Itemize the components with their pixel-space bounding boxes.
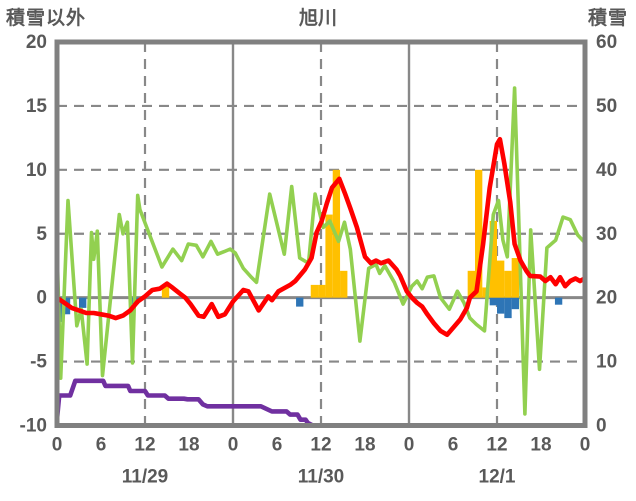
hour-tick-label: 6 bbox=[272, 435, 283, 456]
left-axis-tick-label: -5 bbox=[30, 352, 47, 373]
purple-line bbox=[57, 378, 585, 426]
blue-bars-bar bbox=[554, 297, 563, 305]
hour-tick-label: 18 bbox=[354, 435, 375, 456]
blue-bars-bar bbox=[497, 297, 505, 314]
hour-tick-label: 18 bbox=[178, 435, 199, 456]
orange-bars-bar bbox=[489, 220, 497, 298]
right-axis-tick-label: 0 bbox=[596, 416, 607, 437]
right-axis-tick-label: 30 bbox=[596, 224, 617, 245]
left-axis-tick-label: 5 bbox=[36, 224, 47, 245]
plot-frame bbox=[54, 39, 588, 428]
left-axis-tick-label: 10 bbox=[26, 160, 47, 181]
left-axis-title: 積雪以外 bbox=[6, 8, 87, 29]
right-axis-tick-label: 10 bbox=[596, 352, 617, 373]
green-line bbox=[57, 86, 585, 416]
hour-tick-label: 0 bbox=[580, 435, 591, 456]
hour-tick-label: 12 bbox=[486, 435, 507, 456]
date-label: 12/1 bbox=[479, 467, 516, 488]
series-group bbox=[57, 86, 585, 426]
red-line bbox=[57, 136, 585, 338]
orange-bars-bar bbox=[325, 214, 333, 298]
orange-bars-bar bbox=[511, 258, 519, 298]
hour-tick-label: 6 bbox=[96, 435, 107, 456]
orange-bars-bar bbox=[497, 260, 505, 298]
hour-tick-label: 12 bbox=[310, 435, 331, 456]
hour-tick-label: 0 bbox=[404, 435, 415, 456]
blue-bars-bar bbox=[504, 297, 512, 319]
hour-tick-label: 0 bbox=[52, 435, 63, 456]
orange-bars-bar bbox=[340, 270, 348, 298]
left-axis-tick-label: 0 bbox=[36, 288, 47, 309]
left-axis-tick-label: 20 bbox=[26, 32, 47, 53]
date-label: 11/29 bbox=[122, 467, 169, 488]
orange-bars-bar bbox=[318, 284, 326, 298]
hour-tick-label: 0 bbox=[228, 435, 239, 456]
hour-tick-label: 6 bbox=[448, 435, 459, 456]
right-axis-tick-label: 20 bbox=[596, 288, 617, 309]
page-title: 旭川 bbox=[298, 8, 337, 29]
right-axis-tick-label: 50 bbox=[596, 96, 617, 117]
blue-bars-bar bbox=[296, 297, 304, 307]
hour-tick-label: 18 bbox=[530, 435, 551, 456]
orange-bars-bar bbox=[504, 270, 512, 298]
hour-tick-label: 12 bbox=[134, 435, 155, 456]
right-axis-tick-label: 40 bbox=[596, 160, 617, 181]
right-axis-tick-label: 60 bbox=[596, 32, 617, 53]
left-axis-tick-label: 15 bbox=[26, 96, 48, 117]
orange-bars-bar bbox=[310, 284, 319, 298]
orange-bars-bar bbox=[161, 284, 170, 298]
orange-bars-bar bbox=[475, 169, 483, 298]
left-axis-tick-label: -10 bbox=[20, 416, 47, 437]
blue-bars-bar bbox=[489, 297, 497, 306]
blue-bars-bar bbox=[79, 297, 87, 308]
orange-bars-bar bbox=[467, 270, 475, 298]
right-axis-title: 積雪 bbox=[587, 8, 628, 29]
date-label: 11/30 bbox=[298, 467, 345, 488]
blue-bars-bar bbox=[511, 297, 519, 310]
